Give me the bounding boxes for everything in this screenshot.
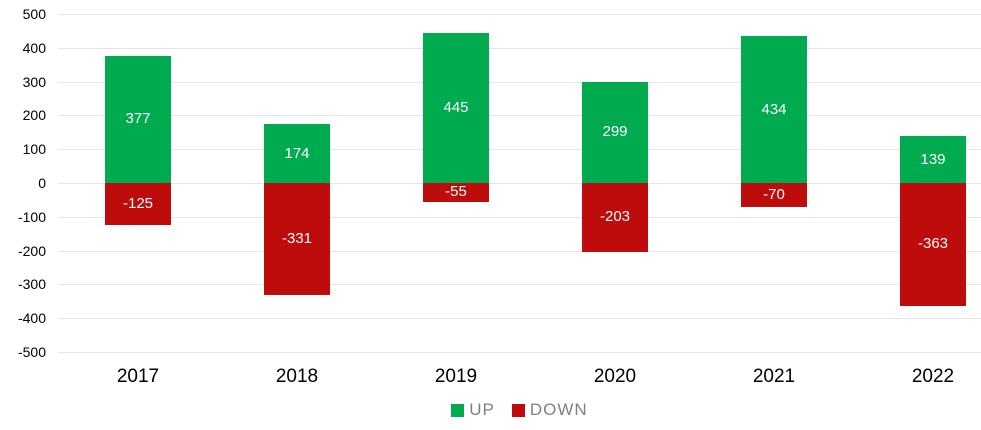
y-axis-tick-label: 300 [22,73,46,90]
bar-value-label: -70 [763,185,785,203]
legend: UP DOWN [58,399,981,421]
legend-swatch-up-icon [451,403,465,417]
bar-value-label: 434 [761,100,787,118]
bar-value-label: -363 [917,235,949,253]
gridline [58,284,981,286]
bar-value-label: 445 [443,98,469,116]
gridline [58,115,981,117]
bar-value-label: -203 [599,208,631,226]
bar-value-label: -125 [122,195,154,213]
y-axis-tick-label: -400 [17,310,46,327]
gridline [58,183,981,184]
gridline [58,352,981,353]
bar-down-2021 [741,183,807,207]
legend-label-down: DOWN [529,400,588,419]
gridline [58,14,981,15]
legend-item-down: DOWN [511,400,588,420]
bar-up-2019 [423,32,489,183]
gridline [58,47,981,49]
bar-value-label: 174 [284,144,310,162]
legend-swatch-down-icon [511,403,525,417]
gridline [58,216,981,218]
gridline [58,149,981,151]
bar-value-label: 139 [920,150,946,168]
bar-value-label: 299 [602,123,628,141]
y-axis-tick-label: -300 [17,276,46,293]
x-axis-label-2017: 2017 [116,366,160,387]
x-axis-label-2022: 2022 [911,366,955,387]
gridline [58,318,981,320]
y-axis-tick-label: -200 [17,242,46,259]
x-axis-label-2020: 2020 [593,366,637,387]
y-axis-tick-label: -500 [17,344,46,360]
bar-up-2018 [264,124,330,183]
gridline [58,250,981,252]
x-axis-label-2018: 2018 [275,366,319,387]
legend-item-up: UP [451,400,495,420]
gridline [58,81,981,83]
bar-down-2018 [264,183,330,295]
y-axis-tick-label: 100 [22,141,46,158]
bar-down-2022 [900,183,966,306]
y-axis-tick-label: 0 [38,175,46,191]
y-axis-tick-label: -100 [17,208,46,225]
bar-up-2017 [105,55,171,183]
y-axis-tick-label: 200 [22,107,46,124]
bar-value-label: 377 [125,110,151,128]
legend-label-up: UP [469,400,495,419]
bar-down-2017 [105,183,171,226]
bar-down-2019 [423,183,489,202]
x-axis-label-2021: 2021 [752,366,796,387]
y-axis-tick-label: 500 [22,6,46,22]
bar-up-2022 [900,136,966,183]
bar-down-2020 [582,183,648,252]
bar-up-2020 [582,81,648,183]
x-axis-label-2019: 2019 [434,366,478,387]
bar-value-label: -331 [281,229,313,247]
bar-up-2021 [741,36,807,183]
plot-area: 377 -125 174 -331 445 -55 299 -203 434 -70 139 -363 [58,14,981,353]
y-axis-tick-label: 400 [22,39,46,56]
bar-value-label: -55 [445,183,467,201]
